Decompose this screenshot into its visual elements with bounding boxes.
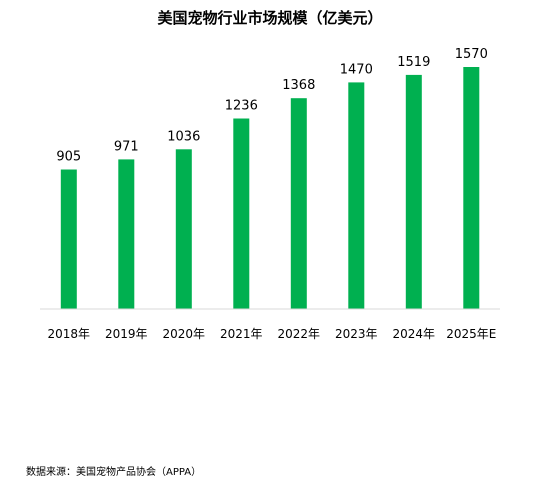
category-label-6: 2024年 bbox=[393, 327, 436, 341]
chart-title: 美国宠物行业市场规模（亿美元） bbox=[157, 9, 383, 27]
category-label-1: 2019年 bbox=[105, 327, 148, 341]
bar-5 bbox=[348, 82, 365, 310]
value-label-7: 1570 bbox=[455, 47, 488, 62]
source-note: 数据来源：美国宠物产品协会（APPA） bbox=[26, 467, 202, 478]
category-labels-layer: 2018年 2019年 2020年 2021年 2022年 2023年 2024年 2025年… bbox=[48, 327, 497, 341]
category-label-2: 2020年 bbox=[163, 327, 206, 341]
bar-7 bbox=[463, 67, 480, 309]
category-label-4: 2022年 bbox=[278, 327, 321, 341]
bar-6 bbox=[405, 74, 422, 310]
category-label-0: 2018年 bbox=[48, 327, 91, 341]
value-label-1: 971 bbox=[114, 139, 139, 154]
value-label-0: 905 bbox=[56, 150, 81, 165]
bars-layer bbox=[60, 67, 480, 310]
bar-0 bbox=[60, 169, 77, 309]
bar-1 bbox=[118, 159, 135, 309]
value-label-6: 1519 bbox=[397, 55, 430, 70]
value-label-3: 1236 bbox=[225, 99, 258, 114]
category-label-5: 2023年 bbox=[335, 327, 378, 341]
value-labels-layer: 905 971 1036 1236 1368 1470 1519 1570 bbox=[56, 47, 487, 165]
value-label-2: 1036 bbox=[167, 129, 200, 144]
bar-4 bbox=[290, 98, 307, 309]
category-label-3: 2021年 bbox=[220, 327, 263, 341]
bar-2 bbox=[175, 149, 192, 309]
value-label-4: 1368 bbox=[282, 78, 315, 93]
bar-3 bbox=[233, 118, 250, 309]
value-label-5: 1470 bbox=[340, 62, 373, 77]
category-label-7: 2025年E bbox=[446, 327, 496, 341]
